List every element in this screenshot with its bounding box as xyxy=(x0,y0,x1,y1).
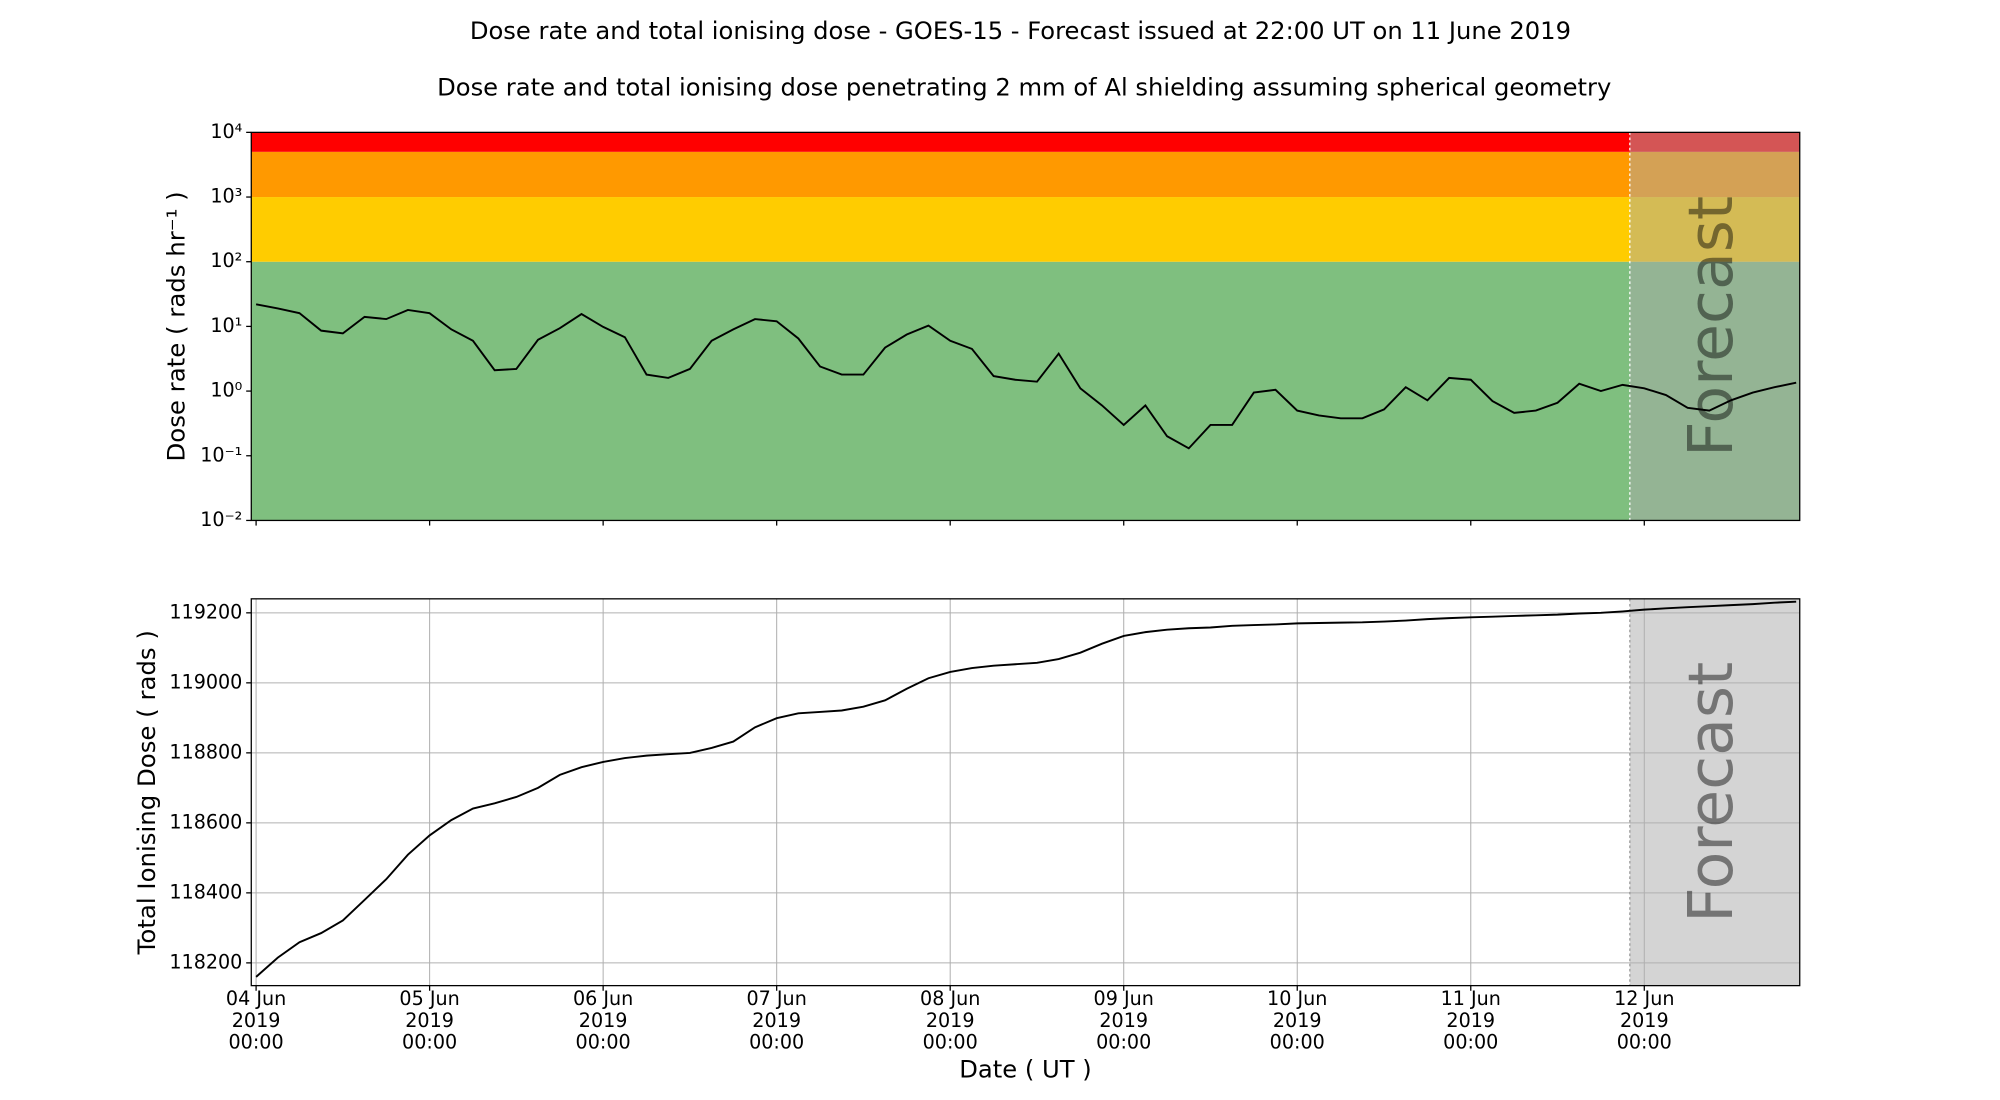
x-tick-label-box: 04 Jun 2019 00:00 xyxy=(225,988,287,1054)
x-tick-label-box: 11 Jun 2019 00:00 xyxy=(1440,988,1501,1054)
x-tick-label: 04 Jun 2019 00:00 xyxy=(225,988,287,1054)
risk-band xyxy=(251,132,1800,152)
x-tick-label: 12 Jun 2019 00:00 xyxy=(1614,988,1675,1054)
y-tick-label: 10⁰ xyxy=(210,379,242,402)
risk-band xyxy=(251,261,1800,521)
x-tick-label: 05 Jun 2019 00:00 xyxy=(399,988,460,1054)
risk-band xyxy=(251,197,1800,262)
x-tick-label: 09 Jun 2019 00:00 xyxy=(1093,988,1154,1054)
axes-frame xyxy=(250,598,1801,987)
x-tick-label-box: 05 Jun 2019 00:00 xyxy=(399,988,460,1054)
y-tick-label: 10⁴ xyxy=(210,120,242,143)
x-tick-label: 10 Jun 2019 00:00 xyxy=(1267,988,1328,1054)
y-tick-label: 10¹ xyxy=(210,314,242,337)
x-tick-label-box: 12 Jun 2019 00:00 xyxy=(1614,988,1675,1054)
title: Dose rate and total ionising dose - GOES… xyxy=(470,16,1571,45)
x-tick-label: 11 Jun 2019 00:00 xyxy=(1440,988,1501,1054)
y-tick-label: 118600 xyxy=(169,810,242,833)
x-tick-label: 06 Jun 2019 00:00 xyxy=(572,988,634,1054)
y-tick-label: 118200 xyxy=(169,950,242,973)
x-tick-label: 08 Jun 2019 00:00 xyxy=(920,988,981,1054)
subtitle: Dose rate and total ionising dose penetr… xyxy=(437,73,1611,102)
y-tick-label: 118400 xyxy=(169,880,242,903)
x-tick-label-box: 06 Jun 2019 00:00 xyxy=(572,988,634,1054)
forecast-region xyxy=(1629,598,1800,986)
forecast-label: Forecast xyxy=(1676,196,1747,457)
forecast-region xyxy=(1629,132,1800,521)
y-tick-label: 119200 xyxy=(169,600,242,623)
risk-band xyxy=(251,151,1800,198)
x-axis-label: Date ( UT ) xyxy=(959,1054,1091,1083)
x-tick-label: 07 Jun 2019 00:00 xyxy=(746,988,807,1054)
y-axis-label: Dose rate ( rads hr⁻¹ ) xyxy=(161,191,190,461)
x-tick-label-box: 09 Jun 2019 00:00 xyxy=(1093,988,1154,1054)
y-axis-label: Total Ionising Dose ( rads ) xyxy=(132,630,161,955)
x-tick-label-box: 08 Jun 2019 00:00 xyxy=(920,988,981,1054)
axes-frame xyxy=(250,131,1801,522)
y-tick-label: 10⁻¹ xyxy=(200,443,242,466)
x-tick-label-box: 10 Jun 2019 00:00 xyxy=(1267,988,1328,1054)
y-tick-label: 118800 xyxy=(169,740,242,763)
data-line xyxy=(255,303,1797,450)
y-tick-label: 119000 xyxy=(169,670,242,693)
y-tick-label: 10⁻² xyxy=(200,508,242,531)
x-tick-label-box: 07 Jun 2019 00:00 xyxy=(746,988,807,1054)
forecast-label: Forecast xyxy=(1676,662,1747,923)
y-tick-label: 10³ xyxy=(210,184,242,207)
y-tick-label: 10² xyxy=(210,249,242,272)
data-line xyxy=(255,600,1797,978)
